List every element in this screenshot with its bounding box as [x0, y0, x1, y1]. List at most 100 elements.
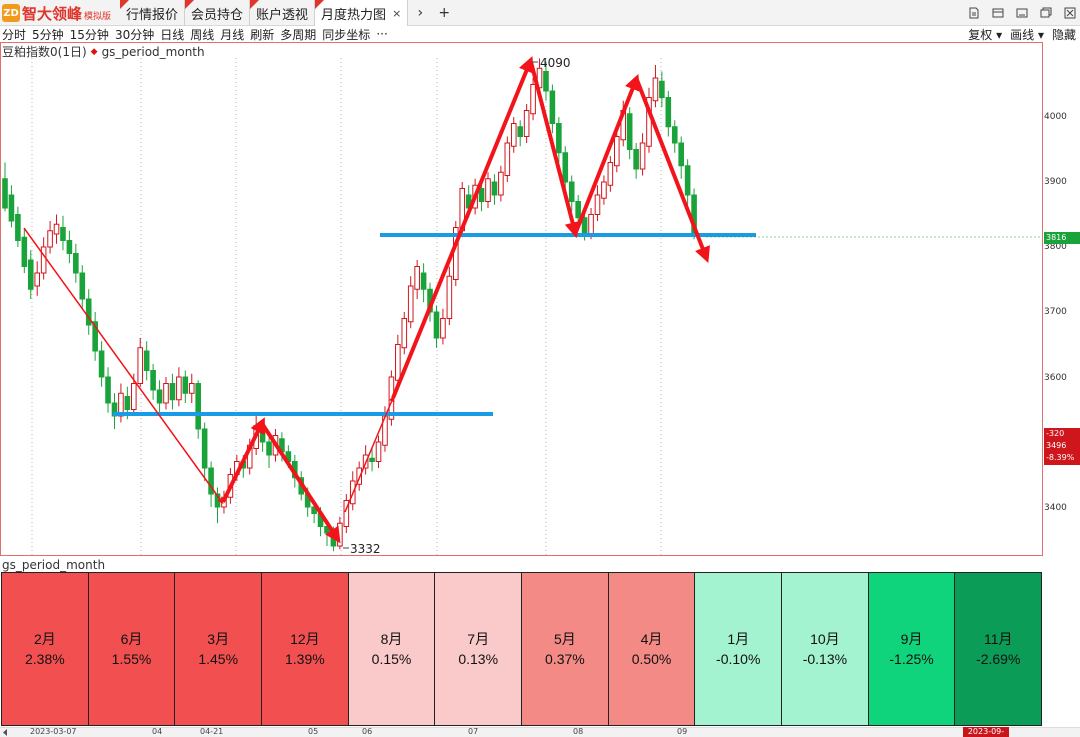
heatmap-cell[interactable]: 1月 -0.10%: [695, 572, 783, 726]
trend-arrow: [635, 79, 710, 263]
candle-body: [671, 126, 678, 144]
heatmap-cell[interactable]: 2月 2.38%: [1, 572, 89, 726]
minimize-icon[interactable]: [1016, 7, 1028, 19]
period-daily[interactable]: 日线: [160, 27, 185, 42]
candle-body: [510, 123, 517, 147]
trend-arrow: [391, 56, 534, 399]
kline-chart-frame[interactable]: [0, 42, 1043, 556]
candle-body: [137, 347, 144, 384]
tab-label: 账户透视: [256, 7, 309, 23]
candle-body: [568, 181, 575, 202]
heatmap-month: 1月: [727, 631, 750, 647]
heatmap-cell[interactable]: 5月 0.37%: [522, 572, 609, 726]
candle-body: [182, 376, 189, 394]
candle-body: [543, 71, 549, 92]
heatmap-value: 0.15%: [371, 651, 412, 667]
heatmap-cell[interactable]: 9月 -1.25%: [868, 572, 956, 726]
layout-icon[interactable]: [992, 7, 1004, 19]
candle-body: [639, 142, 646, 170]
heatmap-cell[interactable]: 6月 1.55%: [88, 572, 176, 726]
heatmap-cell[interactable]: 7月 0.13%: [435, 572, 523, 726]
tab-flag-icon: [315, 0, 325, 9]
trend-arrow: [529, 61, 581, 239]
logo-text: 智大领峰: [22, 4, 83, 23]
candle-body: [652, 77, 659, 102]
heatmap-cell[interactable]: 4月 0.50%: [608, 572, 696, 726]
scroll-left-icon[interactable]: [2, 729, 8, 736]
period-5min[interactable]: 5分钟: [32, 27, 64, 42]
heatmap-month: 3月: [207, 631, 230, 647]
date-axis[interactable]: [0, 727, 1080, 737]
period-weekly[interactable]: 周线: [190, 27, 215, 42]
tab-add-icon[interactable]: +: [438, 5, 451, 21]
candle-body: [2, 178, 8, 209]
tab-monthly-heatmap[interactable]: 月度热力图 ×: [315, 0, 409, 26]
trend-arrow: [261, 423, 341, 544]
period-monthly[interactable]: 月线: [220, 27, 245, 42]
heatmap-month: 5月: [553, 631, 576, 647]
heatmap-cell[interactable]: 11月 -2.69%: [955, 572, 1043, 726]
restore-icon[interactable]: [1040, 7, 1052, 19]
heatmap-cell[interactable]: 12月 1.39%: [262, 572, 349, 726]
logo-sub: 模拟版: [84, 11, 112, 22]
candle-body: [401, 318, 408, 349]
refresh-button[interactable]: 刷新: [250, 27, 275, 42]
change-value: -320: [1046, 429, 1065, 438]
heatmap-month: 11月: [983, 631, 1013, 647]
tab-next-icon[interactable]: ›: [417, 5, 424, 21]
toolbar-right: 复权 ▾ 画线 ▾ 隐藏: [968, 26, 1076, 42]
candle-body: [311, 506, 317, 514]
tab-close-icon[interactable]: ×: [392, 6, 402, 20]
candle-body: [8, 194, 15, 222]
draw-dropdown[interactable]: 画线 ▾: [1010, 27, 1044, 42]
close-icon[interactable]: [1064, 7, 1076, 19]
sync-axis-button[interactable]: 同步坐标: [322, 27, 371, 42]
multi-period-button[interactable]: 多周期: [280, 27, 317, 42]
heatmap-month: 9月: [900, 631, 923, 647]
heatmap-value: 1.45%: [198, 651, 239, 667]
heatmap-value: 1.55%: [111, 651, 152, 667]
heatmap-value: -0.10%: [716, 651, 761, 667]
tab-bar: ZD 智大领峰 模拟版 行情报价 会员持仓 账户透视 月度热力图 × › +: [0, 0, 1080, 26]
candle-body: [575, 201, 581, 219]
candle-body: [665, 97, 672, 128]
candle-body: [85, 298, 92, 326]
tab-account-view[interactable]: 账户透视: [250, 0, 316, 26]
candle-body: [343, 500, 350, 527]
tab-quotes[interactable]: 行情报价: [120, 0, 186, 26]
date-label: 06: [362, 727, 373, 736]
period-intraday[interactable]: 分时: [2, 27, 27, 42]
period-15min[interactable]: 15分钟: [69, 27, 109, 42]
tab-flag-icon: [120, 0, 129, 9]
heatmap-value: 0.37%: [545, 651, 585, 667]
monthly-heatmap: 2月 2.38% 6月 1.55% 3月 1.45% 12月 1.39% 8月 0.15% 7月 0.…: [1, 572, 1043, 726]
heatmap-month: 12月: [290, 631, 320, 647]
tab-member-positions[interactable]: 会员持仓: [185, 0, 251, 26]
candle-body: [684, 165, 691, 196]
more-icon[interactable]: ···: [376, 27, 388, 41]
period-30min[interactable]: 30分钟: [114, 27, 155, 42]
heatmap-month: 4月: [640, 631, 663, 647]
candle-body: [124, 396, 131, 410]
heatmap-cell[interactable]: 8月 0.15%: [348, 572, 436, 726]
change-percent: -8.39%: [1046, 453, 1075, 462]
heatmap-month: 10月: [810, 631, 840, 647]
candle-body: [266, 441, 272, 456]
adjust-dropdown[interactable]: 复权 ▾: [968, 27, 1003, 42]
heatmap-value: 0.13%: [458, 651, 499, 667]
heatmap-cell[interactable]: 3月 1.45%: [175, 572, 263, 726]
candle-body: [92, 321, 98, 352]
price-tick: 3400: [1044, 503, 1067, 513]
candle-body: [73, 253, 79, 274]
price-tick: 3800: [1044, 242, 1067, 252]
heatmap-cell[interactable]: 10月 -0.13%: [782, 572, 869, 726]
low-price-label: 3332: [350, 542, 381, 556]
file-icon[interactable]: [968, 7, 980, 19]
candle-body: [581, 217, 588, 235]
price-tick: 3900: [1044, 177, 1067, 187]
candle-body: [530, 84, 536, 115]
date-label: 04: [152, 727, 163, 736]
hide-button[interactable]: 隐藏: [1051, 27, 1076, 42]
tab-flag-icon: [250, 0, 260, 9]
